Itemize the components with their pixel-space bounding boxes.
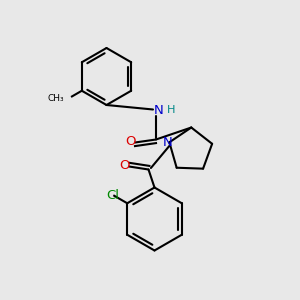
Text: N: N xyxy=(163,136,173,149)
Text: O: O xyxy=(119,159,130,172)
Text: N: N xyxy=(154,104,164,118)
Text: H: H xyxy=(167,105,176,115)
Text: CH₃: CH₃ xyxy=(48,94,64,103)
Text: Cl: Cl xyxy=(106,189,119,202)
Text: O: O xyxy=(125,135,136,148)
